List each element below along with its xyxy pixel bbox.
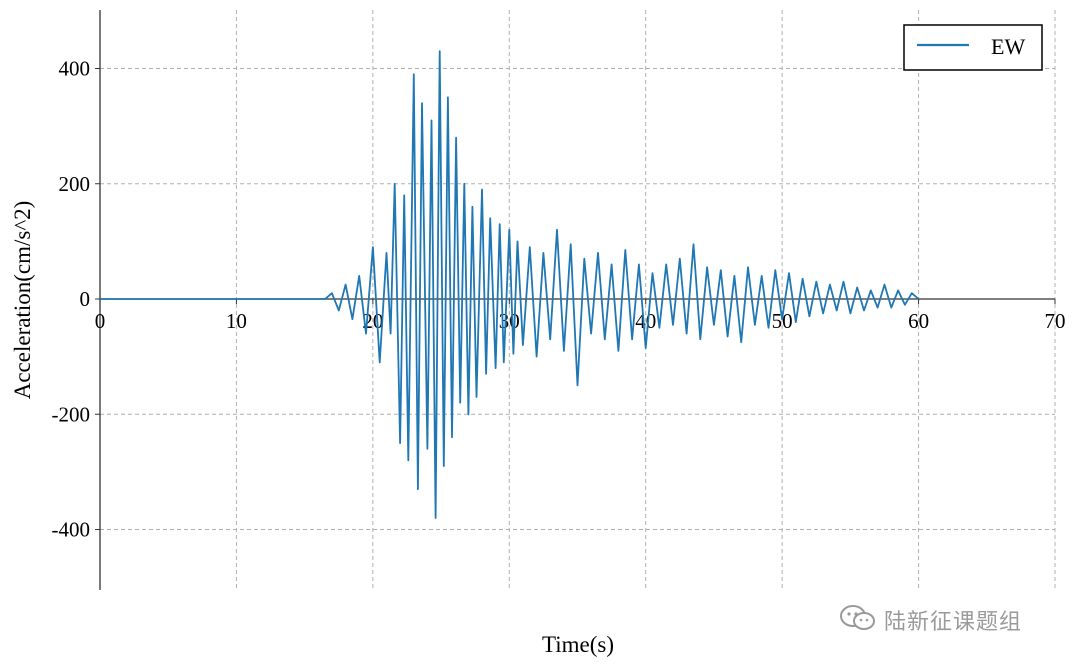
y-axis-title: Acceleration(cm/s^2) bbox=[10, 201, 35, 400]
y-tick-label--400: -400 bbox=[52, 518, 91, 542]
x-tick-label-60: 60 bbox=[908, 309, 929, 333]
y-tick-label--200: -200 bbox=[52, 402, 91, 426]
legend-box bbox=[903, 24, 1043, 71]
legend-label-ew: EW bbox=[991, 34, 1025, 59]
y-tick-label-200: 200 bbox=[59, 172, 91, 196]
x-tick-label-70: 70 bbox=[1045, 309, 1066, 333]
wechat-icon bbox=[838, 603, 878, 638]
x-tick-label-10: 10 bbox=[226, 309, 247, 333]
series-line-ew bbox=[100, 50, 920, 519]
x-axis-title: Time(s) bbox=[542, 632, 614, 657]
legend: EW bbox=[903, 24, 1043, 71]
series-layer bbox=[100, 50, 920, 519]
watermark: 陆新征课题组 bbox=[838, 604, 1022, 636]
x-tick-label-0: 0 bbox=[95, 309, 106, 333]
axes bbox=[95, 10, 1056, 590]
y-tick-label-0: 0 bbox=[80, 287, 91, 311]
x-tick-label-40: 40 bbox=[635, 309, 656, 333]
x-tick-label-50: 50 bbox=[772, 309, 793, 333]
grid-lines bbox=[100, 10, 1056, 590]
watermark-text: 陆新征课题组 bbox=[884, 610, 1023, 635]
y-tick-label-400: 400 bbox=[59, 57, 91, 81]
